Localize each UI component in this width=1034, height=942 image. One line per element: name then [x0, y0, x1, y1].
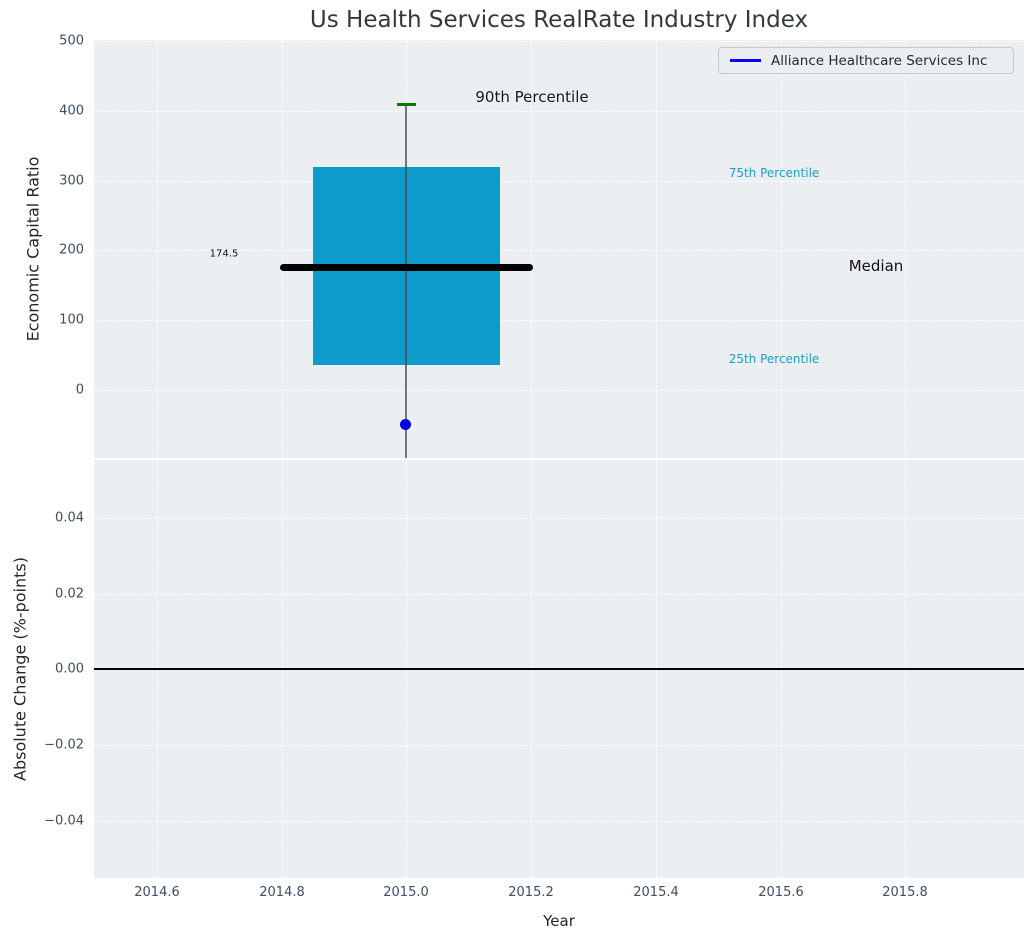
ytick-label: 0.04 — [55, 510, 84, 526]
ytick-label: −0.02 — [44, 737, 84, 753]
xtick-label: 2014.6 — [134, 885, 180, 900]
ytick-label: 0 — [75, 382, 84, 398]
legend: Alliance Healthcare Services Inc — [718, 47, 1014, 74]
gridline — [531, 40, 532, 458]
ytick-label: 500 — [59, 33, 84, 49]
gridline — [94, 594, 1024, 595]
gridline — [94, 821, 1024, 822]
median-value-label: 174.5 — [209, 248, 239, 260]
legend-line-icon — [730, 59, 761, 62]
ytick-label: 400 — [59, 103, 84, 119]
xtick-label: 2015.6 — [758, 885, 804, 900]
legend-entry-label: Alliance Healthcare Services Inc — [771, 52, 988, 69]
chart-title: Us Health Services RealRate Industry Ind… — [309, 7, 809, 33]
zero-reference-line — [94, 668, 1024, 670]
gridline — [94, 181, 1024, 182]
90th-percentile-cap — [397, 103, 416, 106]
ytick-label: 200 — [59, 242, 84, 258]
ytick-label: 100 — [59, 312, 84, 328]
median-line — [280, 264, 533, 271]
ytick-label: 0.02 — [55, 586, 84, 602]
75th-percentile-label: 75th Percentile — [728, 166, 820, 180]
gridline — [781, 40, 782, 458]
gridline — [94, 390, 1024, 391]
xtick-label: 2015.2 — [508, 885, 554, 900]
gridline — [94, 320, 1024, 321]
ytick-label: 0.00 — [55, 661, 84, 677]
top-axes: 90th Percentile 75th Percentile Median 2… — [94, 40, 1024, 458]
gridline — [94, 41, 1024, 42]
gridline — [94, 250, 1024, 251]
x-axis-label: Year — [543, 912, 575, 930]
90th-percentile-label: 90th Percentile — [475, 88, 589, 106]
bottom-y-axis-label: Absolute Change (%-points) — [10, 557, 30, 781]
median-label: Median — [848, 257, 904, 275]
gridline — [94, 745, 1024, 746]
gridline — [656, 40, 657, 458]
whisker-line — [405, 104, 407, 458]
ytick-label: 300 — [59, 173, 84, 189]
gridline — [282, 40, 283, 458]
gridline — [905, 40, 906, 458]
25th-percentile-label: 25th Percentile — [728, 352, 820, 366]
ytick-label: −0.04 — [44, 813, 84, 829]
bottom-axes — [94, 460, 1024, 878]
xtick-label: 2015.4 — [633, 885, 679, 900]
top-y-axis-label: Economic Capital Ratio — [23, 156, 43, 342]
xtick-label: 2015.8 — [882, 885, 928, 900]
xtick-label: 2014.8 — [259, 885, 305, 900]
company-data-point — [400, 419, 411, 430]
gridline — [157, 40, 158, 458]
xtick-label: 2015.0 — [383, 885, 429, 900]
gridline — [94, 111, 1024, 112]
gridline — [94, 518, 1024, 519]
